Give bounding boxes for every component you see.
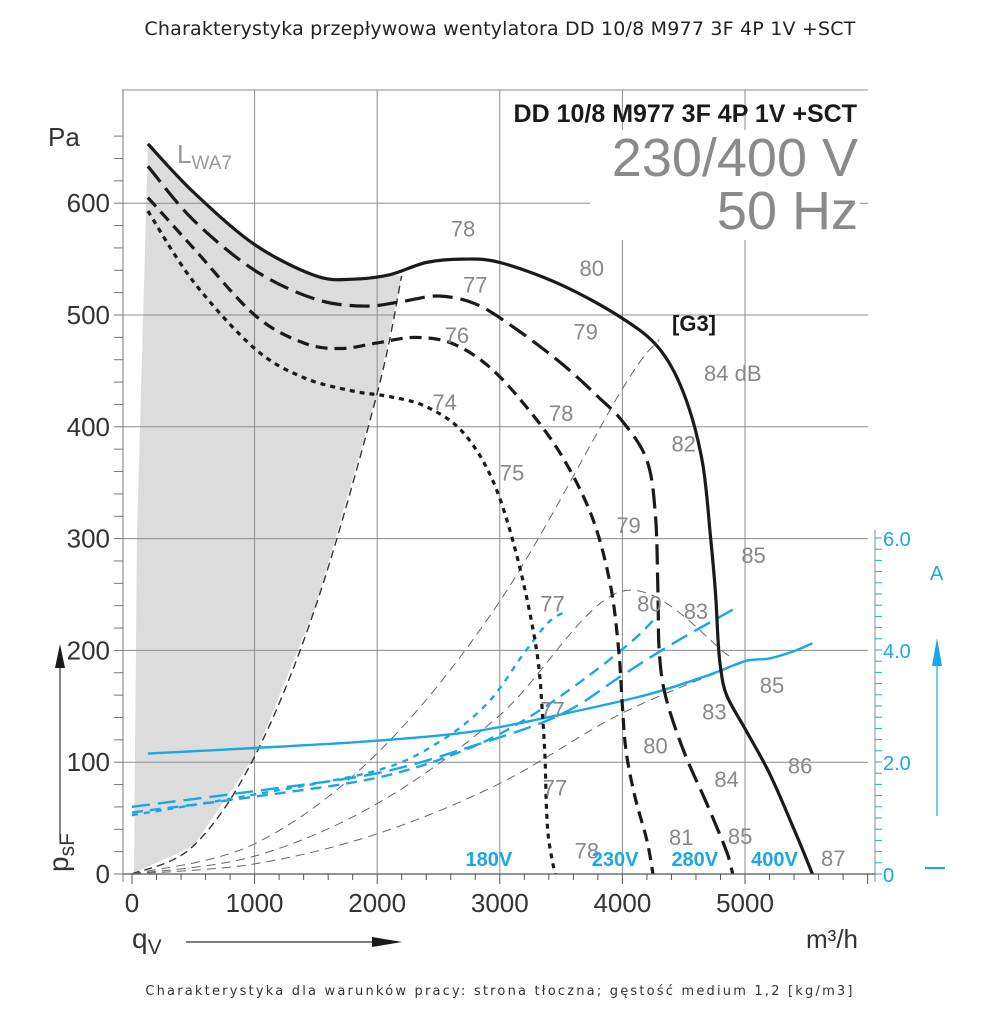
y-tick-label: 0 [96,859,110,889]
db-label: 79 [616,513,640,538]
voltage-label-280V: 280V [671,849,718,871]
db-label: 78 [575,838,599,863]
y-tick-label: 300 [67,524,110,554]
voltage-label-180V: 180V [465,849,512,871]
system-resistance-line [131,589,730,875]
y2-tick-label: 6.0 [883,529,911,551]
footer-note: Charakterystyka dla warunków pracy: stro… [145,984,855,999]
db-label: 85 [741,543,765,568]
x-unit-label: m³/h [806,924,858,954]
x-tick-label: 1000 [226,888,284,918]
db-label: 84 [714,767,738,792]
stall-area-layer [132,143,402,875]
y-tick-label: 400 [67,412,110,442]
pressure-curve-280V [146,165,735,875]
x-tick-label: 2000 [348,888,406,918]
lwa-label: LWA7 [177,139,232,174]
db-label: 77 [540,697,564,722]
pressure-curve-230V [146,196,655,875]
x-axis-title-sub: V [148,936,162,959]
db-label: 85 [760,673,784,698]
db-labels-layer: 78 80 77 79 76 78 74 82 75 79 85 77 80 83 85 77 83 80 86 77… [432,217,845,871]
x-axis-arrow [186,937,402,947]
db-label: 80 [579,256,603,281]
db-label: 83 [684,599,708,624]
db-label: 83 [702,700,726,725]
current-curve-180V [131,609,568,817]
lwa-label-main: L [177,139,191,169]
y-arrow-head-icon [55,644,65,668]
db-label: 79 [573,320,597,345]
db-label: 80 [637,591,661,616]
current-curve-280V [131,608,734,808]
chart-subtitle-frequency: 50 Hz [717,181,858,241]
y-tick-label: 200 [67,635,110,665]
lwa-label-sub: WA7 [191,153,231,174]
page-title: Charakterystyka przepływowa wentylatora … [144,18,856,40]
y-tick-label: 100 [67,747,110,777]
y2-tick-label: 4.0 [883,641,911,663]
y-axis-title-sub: sF [56,833,79,856]
db-label: 82 [671,431,695,456]
db-label: 80 [643,733,667,758]
chart-title: DD 10/8 M977 3F 4P 1V +SCT [514,100,857,128]
x-arrow-head-icon [372,937,402,947]
y-tick-label: 600 [67,188,110,218]
voltage-label-230V: 230V [592,849,639,871]
db-label: 75 [500,460,524,485]
pressure-curve-180V [146,210,557,875]
x-axis-title: qV [132,923,162,959]
y2-tick-label: 2.0 [883,753,911,775]
x-tick-label: 3000 [471,888,529,918]
x-tick-label: 5000 [716,888,774,918]
current-curve-230V [131,612,661,814]
stall-area [132,143,402,875]
fan-characteristic-chart: 78 80 77 79 76 78 74 82 75 79 85 77 80 83 85 77 83 80 86 77… [43,89,945,959]
subtitle-background [590,130,860,240]
db-label: 87 [821,846,845,871]
db-label: 76 [445,323,469,348]
y-tick-label: 500 [67,300,110,330]
current-curve-400V [147,642,813,755]
db-label: 78 [549,401,573,426]
system-lines-layer [131,275,746,875]
db-label: 81 [669,825,693,850]
db-label: 77 [540,591,564,616]
db-label: 78 [451,217,475,242]
x-tick-label: 4000 [593,888,651,918]
y-unit-label: Pa [48,122,80,152]
pressure-curves-layer [146,142,814,875]
system-resistance-line [131,275,403,875]
y2-arrow-head-icon [932,638,942,666]
db-label: 85 [728,824,752,849]
voltage-label-400V: 400V [751,849,798,871]
db-unit-label: 84 dB [704,361,762,386]
y-axis-title-main: p [43,856,74,872]
x-tick-label: 0 [125,888,139,918]
y-axis-arrow [55,644,65,840]
db-label: 77 [543,776,567,801]
y2-tick-label: 0 [883,865,894,887]
chart-subtitle-voltage: 230/400 V [612,128,858,188]
system-resistance-line [131,661,746,875]
curve-tag: [G3] [672,311,716,336]
y2-unit-label: A [930,563,944,585]
current-curves-layer [131,608,813,817]
y-axis-title: psF [43,833,79,872]
pressure-curve-400V [146,142,814,875]
x-axis-title-main: q [132,923,148,954]
db-label: 74 [432,390,456,415]
db-label: 77 [463,273,487,298]
axes-layer: 0 1000 2000 3000 4000 5000 0 100 200 300 400 500 600… [67,90,911,918]
db-label: 86 [788,753,812,778]
y2-axis-arrow [932,638,942,816]
